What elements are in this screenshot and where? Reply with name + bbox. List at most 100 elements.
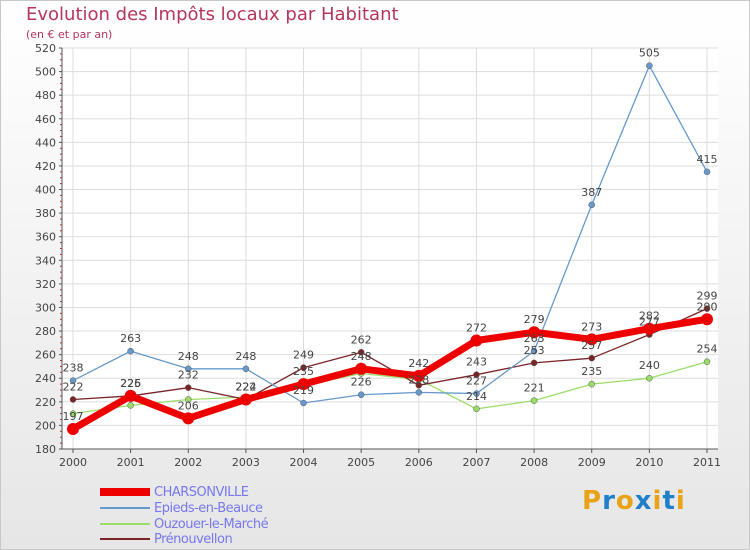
legend-item-ouzouer: Ouzouer-le-Marché xyxy=(100,516,269,532)
series-line-charsonville xyxy=(69,315,711,433)
x-tick-label: 2003 xyxy=(232,456,260,469)
data-label-prenouvellon: 299 xyxy=(697,290,718,303)
data-point-charsonville xyxy=(355,362,368,375)
chart-title: Evolution des Impôts locaux par Habitant xyxy=(26,4,399,25)
data-point-prenouvellon xyxy=(69,396,77,403)
data-point-epieds-en-beauce xyxy=(300,399,307,407)
data-point-epieds-en-beauce xyxy=(185,365,192,373)
series-line-epieds-en-beauce xyxy=(72,65,708,404)
series-line-prenouvellon xyxy=(72,307,708,401)
data-label-charsonville: 224 xyxy=(235,380,256,393)
logo-letter: r xyxy=(602,486,616,516)
logo-letter: o xyxy=(615,486,635,516)
data-point-ouzouer-le-marche xyxy=(127,402,134,409)
legend-label-prenouvellon: Prénouvellon xyxy=(154,531,233,547)
data-label-charsonville: 235 xyxy=(293,365,314,378)
data-label-prenouvellon: 253 xyxy=(524,344,545,357)
y-tick-label: 200 xyxy=(35,419,56,432)
legend-swatch-ouzouer xyxy=(100,523,150,525)
data-point-charsonville xyxy=(239,393,252,406)
data-label-epieds-en-beauce: 263 xyxy=(524,332,545,345)
data-point-ouzouer-le-marche xyxy=(646,374,653,382)
data-point-prenouvellon xyxy=(300,364,307,371)
data-point-epieds-en-beauce xyxy=(415,389,423,396)
data-label-epieds-en-beauce: 226 xyxy=(351,376,372,389)
x-tick-label: 2002 xyxy=(174,456,202,469)
data-point-ouzouer-le-marche xyxy=(185,396,192,403)
data-label-ouzouer-le-marche: 214 xyxy=(466,390,487,403)
data-point-prenouvellon xyxy=(588,354,595,362)
data-point-charsonville xyxy=(470,334,483,347)
y-tick-label: 320 xyxy=(35,278,56,291)
y-tick-label: 400 xyxy=(35,184,56,197)
data-label-ouzouer-le-marche: 235 xyxy=(581,365,602,378)
x-tick-label: 2001 xyxy=(117,456,145,469)
data-label-prenouvellon: 262 xyxy=(351,333,372,346)
data-label-ouzouer-le-marche: 254 xyxy=(697,343,718,356)
x-tick-label: 2006 xyxy=(405,456,433,469)
x-tick-label: 2010 xyxy=(635,456,663,469)
x-tick-label: 2011 xyxy=(693,456,721,469)
y-tick-label: 480 xyxy=(35,89,56,102)
data-point-ouzouer-le-marche xyxy=(703,358,711,365)
data-point-epieds-en-beauce xyxy=(703,168,711,176)
data-point-ouzouer-le-marche xyxy=(530,397,538,404)
y-tick-label: 280 xyxy=(35,325,56,338)
data-point-charsonville xyxy=(528,326,541,339)
x-tick-label: 2000 xyxy=(59,456,87,469)
data-label-prenouvellon: 232 xyxy=(178,369,199,382)
data-label-charsonville: 226 xyxy=(120,377,141,390)
data-label-prenouvellon: 222 xyxy=(235,380,256,393)
data-label-ouzouer-le-marche: 221 xyxy=(524,382,545,395)
data-point-epieds-en-beauce xyxy=(530,347,538,355)
y-tick-label: 220 xyxy=(35,396,56,409)
data-label-epieds-en-beauce: 248 xyxy=(178,350,199,363)
data-label-epieds-en-beauce: 238 xyxy=(63,362,84,375)
data-label-prenouvellon: 257 xyxy=(581,339,602,352)
logo-letter: x xyxy=(634,486,653,516)
data-label-charsonville: 248 xyxy=(351,350,372,363)
y-tick-label: 340 xyxy=(35,254,56,267)
data-label-charsonville: 282 xyxy=(639,310,660,323)
data-label-epieds-en-beauce: 248 xyxy=(235,350,256,363)
y-tick-label: 180 xyxy=(35,443,56,456)
y-tick-label: 420 xyxy=(35,160,56,173)
data-point-ouzouer-le-marche xyxy=(588,380,595,388)
data-label-epieds-en-beauce: 387 xyxy=(581,186,602,199)
data-label-epieds-en-beauce: 263 xyxy=(120,332,141,345)
data-label-charsonville: 279 xyxy=(524,313,545,326)
logo-letter: P xyxy=(582,486,603,516)
y-tick-label: 380 xyxy=(35,207,56,220)
data-point-prenouvellon xyxy=(357,349,365,356)
y-tick-label: 440 xyxy=(35,136,56,149)
data-label-charsonville: 206 xyxy=(178,399,199,412)
x-tick-label: 2009 xyxy=(578,456,606,469)
data-point-epieds-en-beauce xyxy=(242,365,250,373)
data-point-prenouvellon xyxy=(473,371,480,378)
data-point-prenouvellon xyxy=(185,384,192,391)
data-label-charsonville: 272 xyxy=(466,321,487,334)
y-tick-label: 300 xyxy=(35,301,56,314)
data-point-epieds-en-beauce xyxy=(127,347,134,355)
logo-letter: i xyxy=(675,486,686,516)
data-point-epieds-en-beauce xyxy=(588,201,595,209)
data-label-prenouvellon: 277 xyxy=(639,316,660,329)
legend-swatch-epieds xyxy=(100,507,150,509)
logo-letter: i xyxy=(652,486,663,516)
series-line-ouzouer-le-marche xyxy=(72,361,708,415)
legend-item-epieds: Epieds-en-Beauce xyxy=(100,500,263,516)
data-label-epieds-en-beauce: 228 xyxy=(408,373,429,386)
data-label-epieds-en-beauce: 219 xyxy=(293,384,314,397)
data-point-charsonville xyxy=(67,422,79,435)
data-point-ouzouer-le-marche xyxy=(473,405,480,413)
data-point-charsonville xyxy=(412,369,425,382)
legend-label-ouzouer: Ouzouer-le-Marché xyxy=(154,516,269,532)
data-point-charsonville xyxy=(182,412,195,425)
y-tick-label: 360 xyxy=(35,231,56,244)
data-point-prenouvellon xyxy=(703,305,711,312)
data-label-charsonville: 273 xyxy=(581,320,602,333)
data-point-charsonville xyxy=(701,313,713,326)
data-label-prenouvellon: 225 xyxy=(120,377,141,390)
